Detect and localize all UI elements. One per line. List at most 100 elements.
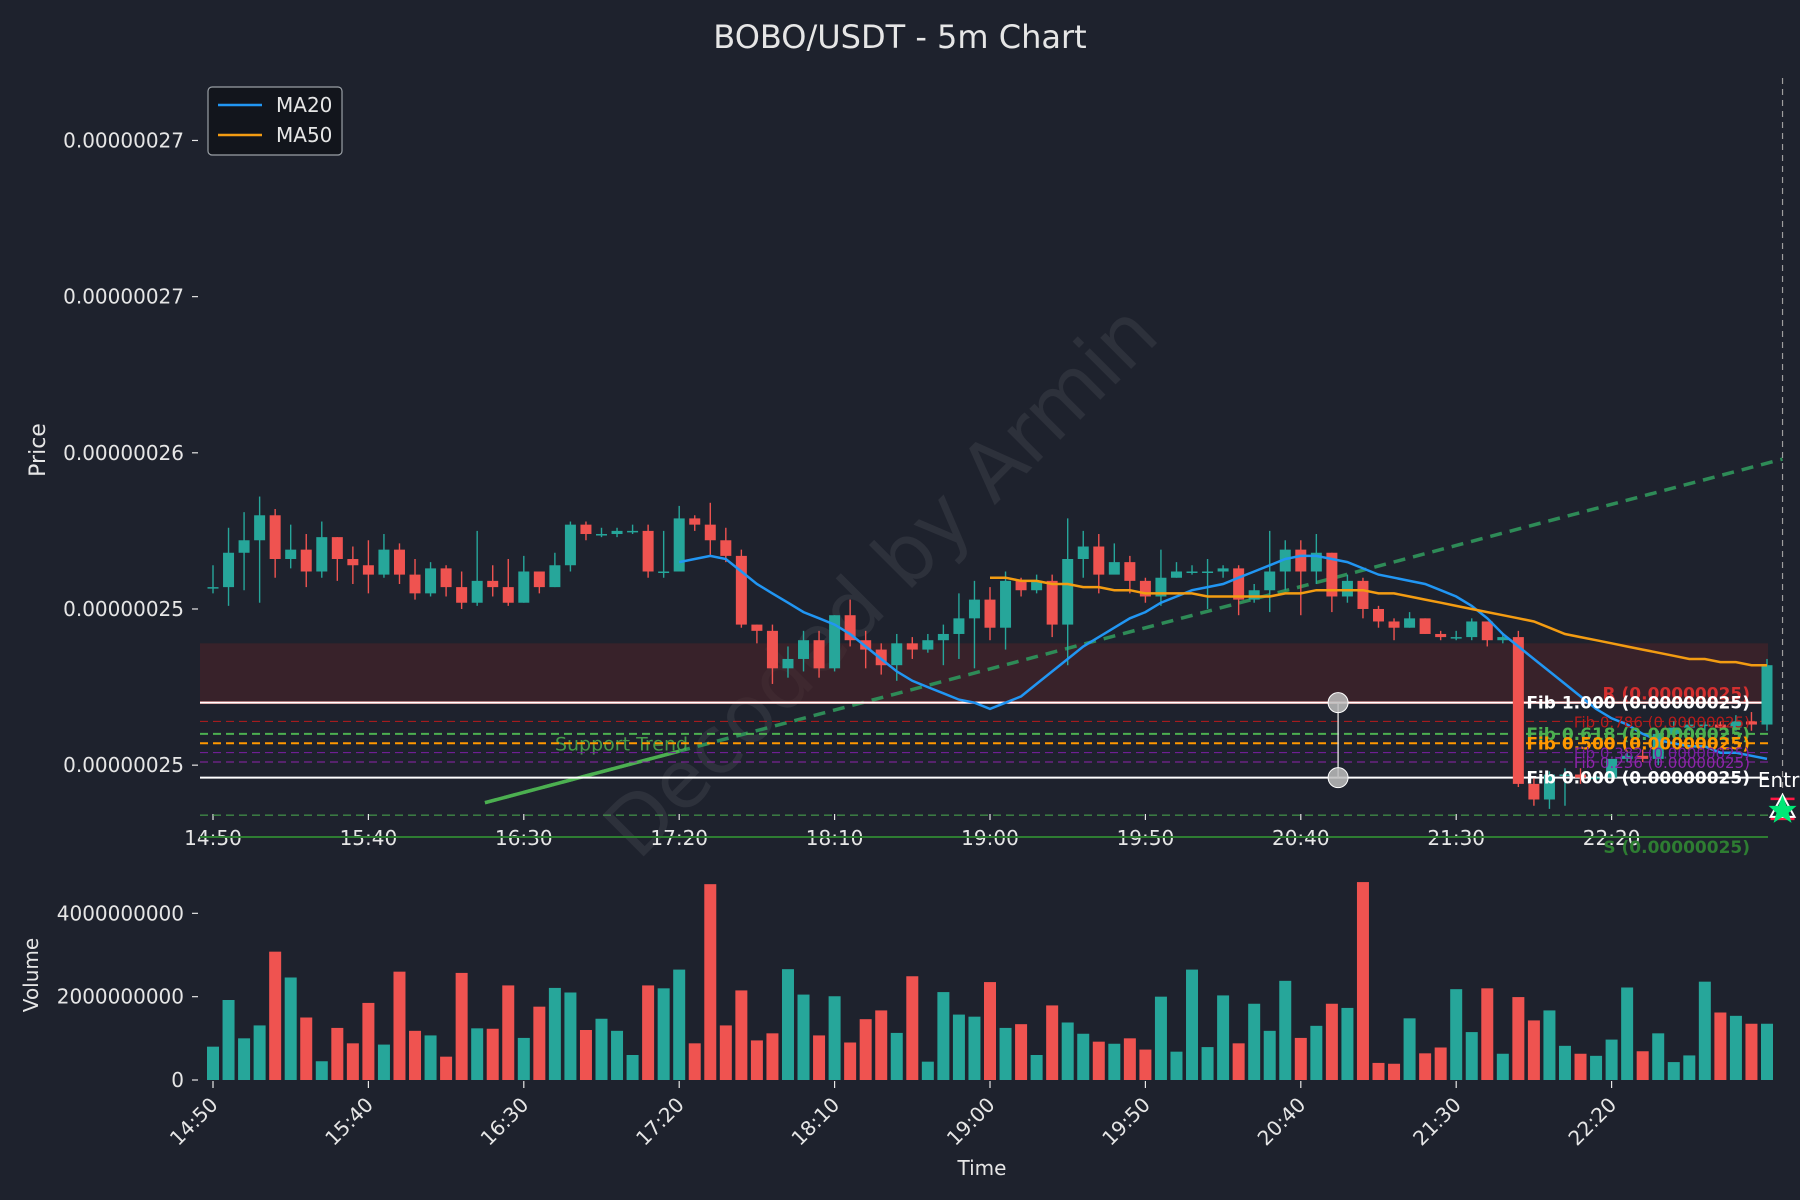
- volume-bar: [1403, 1018, 1416, 1080]
- candle-body: [316, 537, 328, 572]
- candle-body: [549, 565, 561, 588]
- volume-bar: [1698, 981, 1711, 1080]
- volume-bar: [207, 1046, 219, 1080]
- volume-bar: [1574, 1053, 1587, 1080]
- price-xtick-label: 15:40: [340, 826, 398, 850]
- candle-body: [564, 524, 576, 566]
- price-xtick-label: 14:50: [184, 826, 242, 850]
- candle-body: [487, 580, 499, 588]
- volume-bar: [797, 994, 810, 1080]
- candle-body: [580, 524, 592, 535]
- volume-bar: [968, 1016, 981, 1080]
- volume-bar: [346, 1043, 359, 1080]
- volume-bar: [424, 1035, 437, 1080]
- level-label-fib-000: Fib 0.000 (0.00000025): [1526, 769, 1750, 789]
- candle-body: [642, 530, 654, 572]
- volume-bar: [1108, 1043, 1121, 1080]
- price-xtick-label: 17:20: [650, 826, 708, 850]
- candle-body: [1015, 580, 1027, 591]
- candle-body: [720, 540, 732, 556]
- candle-body: [518, 571, 530, 603]
- candle-body: [1559, 774, 1571, 777]
- volume-bar: [1030, 1055, 1043, 1080]
- volume-ytick-label: 2000000000: [57, 985, 184, 1009]
- level-label-fib-618: Fib 0.618 (0.00000025): [1526, 725, 1750, 745]
- volume-bar: [1341, 1007, 1354, 1080]
- candle-body: [704, 524, 716, 541]
- candle-body: [300, 549, 312, 572]
- resistance-zone: [200, 643, 1768, 703]
- candle-body: [1373, 608, 1384, 622]
- candle-body: [1093, 546, 1105, 575]
- volume-bar: [704, 884, 717, 1080]
- candle-body: [1435, 633, 1447, 638]
- candle-body: [1186, 571, 1198, 573]
- candle-body: [1077, 546, 1089, 560]
- price-xtick-label: 18:10: [806, 826, 864, 850]
- volume-bar: [1201, 1047, 1214, 1080]
- volume-bar: [1590, 1055, 1603, 1080]
- volume-bar: [844, 1042, 857, 1080]
- volume-bar: [984, 982, 996, 1080]
- candle-body: [1326, 552, 1338, 597]
- volume-bar: [937, 992, 950, 1080]
- volume-bar: [300, 1017, 313, 1080]
- volume-bar: [377, 1044, 390, 1080]
- candle-body: [611, 530, 623, 535]
- volume-bar: [766, 1033, 779, 1080]
- price-ytick-label: 0.00000025: [63, 753, 184, 777]
- candle-body: [502, 587, 514, 603]
- candle-body: [1637, 755, 1649, 759]
- candle-body: [627, 530, 639, 533]
- candle-body: [1714, 724, 1726, 728]
- candle-body: [1202, 571, 1214, 573]
- candle-body: [347, 559, 359, 566]
- volume-bar: [1605, 1039, 1618, 1080]
- volume-bar: [813, 1035, 826, 1080]
- candle-body: [533, 571, 545, 588]
- entry-star-icon: [1768, 794, 1797, 823]
- candle-body: [1155, 577, 1167, 597]
- volume-bar: [222, 1000, 235, 1080]
- candle-body: [1745, 721, 1757, 725]
- candle-body: [1730, 721, 1742, 728]
- volume-bar: [1232, 1043, 1245, 1080]
- candle-body: [269, 515, 281, 560]
- level-label-fib-500: Fib 0.500 (0.00000025): [1526, 734, 1750, 754]
- volume-bar: [253, 1025, 266, 1080]
- volume-bar: [1527, 1020, 1540, 1080]
- candle-body: [1606, 758, 1618, 778]
- price-xtick-label: 16:30: [495, 826, 553, 850]
- volume-bar: [626, 1055, 639, 1080]
- legend: MA20 MA50: [207, 86, 343, 156]
- candle-body: [254, 515, 266, 541]
- candle-body: [891, 643, 903, 666]
- candle-body: [906, 643, 918, 650]
- volume-ytick-label: 0: [171, 1068, 184, 1092]
- candle-body: [1248, 590, 1260, 600]
- price-xtick-label: 20:40: [1272, 826, 1330, 850]
- candle-body: [285, 549, 297, 560]
- candle-body: [1699, 724, 1711, 727]
- price-xtick-label: 22:20: [1583, 826, 1641, 850]
- price-ytick-label: 0.00000027: [63, 285, 184, 309]
- volume-bar: [393, 971, 406, 1080]
- volume-bar: [1248, 1003, 1261, 1080]
- ma50-line: [990, 576, 1767, 667]
- volume-bar: [688, 1043, 701, 1080]
- price-xtick-label: 21:30: [1427, 826, 1485, 850]
- support-trend-extension: [484, 457, 1783, 805]
- volume-bar: [1217, 995, 1230, 1080]
- volume-bar: [1388, 1063, 1401, 1080]
- volume-bar: [1636, 1051, 1649, 1080]
- volume-bar: [999, 1027, 1012, 1080]
- candle-body: [1761, 665, 1773, 725]
- candle-body: [1031, 580, 1043, 591]
- volume-bar: [471, 1028, 484, 1080]
- volume-bar: [1356, 882, 1369, 1080]
- volume-bar: [595, 1018, 608, 1080]
- volume-bar: [440, 1056, 453, 1080]
- volume-bar: [1683, 1055, 1696, 1080]
- volume-bar: [1543, 1010, 1556, 1080]
- candle-body: [1310, 552, 1322, 572]
